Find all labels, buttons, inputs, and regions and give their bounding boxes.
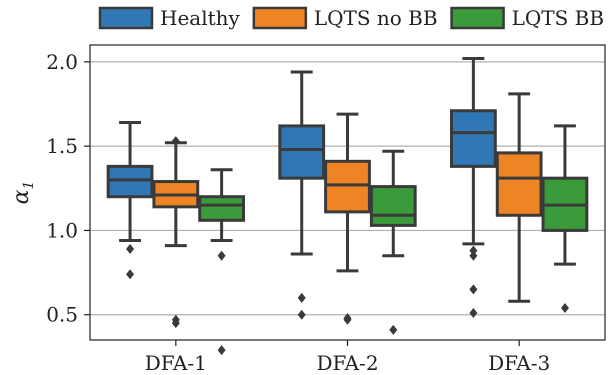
- outlier-point: [126, 243, 135, 254]
- box-lqts-bb-dfa-3: [541, 124, 589, 313]
- box-lqts-no-bb-dfa-2: [324, 112, 371, 325]
- y-tick-label: 1.5: [46, 134, 78, 158]
- outlier-point: [297, 292, 306, 303]
- x-tick-label: DFA-2: [316, 351, 378, 375]
- outlier-point: [469, 284, 478, 295]
- outlier-point: [389, 324, 398, 335]
- legend-label: LQTS BB: [512, 6, 604, 30]
- box-body: [106, 164, 154, 199]
- outlier-point: [560, 302, 569, 313]
- x-tick-label: DFA-3: [488, 351, 550, 375]
- box-lqts-no-bb-dfa-1: [152, 136, 200, 329]
- outlier-point: [171, 318, 180, 329]
- legend-label: LQTS no BB: [314, 6, 438, 30]
- box-healthy-dfa-1: [106, 121, 154, 280]
- outlier-point: [171, 136, 180, 147]
- box-lqts-bb-dfa-1: [198, 168, 246, 356]
- box-lqts-bb-dfa-2: [369, 149, 417, 335]
- box-body: [278, 124, 326, 180]
- outlier-point: [217, 250, 226, 261]
- y-axis-label-subscript: 1: [21, 181, 37, 190]
- box-body: [324, 159, 371, 214]
- outlier-point: [343, 314, 352, 325]
- outlier-point: [297, 309, 306, 320]
- legend-label: Healthy: [160, 6, 241, 30]
- y-axis-ticks: 0.5 1.0 1.5 2.0: [46, 50, 90, 327]
- legend-swatch: [450, 6, 505, 30]
- legend: Healthy LQTS no BB LQTS BB: [98, 6, 604, 30]
- box-body: [369, 185, 417, 227]
- box-lqts-no-bb-dfa-3: [495, 92, 543, 303]
- outlier-point: [126, 269, 135, 280]
- box-body: [495, 151, 543, 217]
- outlier-point: [469, 308, 478, 319]
- outlier-point: [469, 245, 478, 256]
- box-healthy-dfa-2: [278, 70, 326, 320]
- y-tick-label: 2.0: [46, 50, 78, 74]
- y-axis-label-base: α: [9, 189, 34, 204]
- x-tick-label: DFA-1: [145, 351, 207, 375]
- box-body: [450, 109, 497, 168]
- y-tick-label: 0.5: [46, 303, 78, 327]
- outlier-point: [469, 250, 478, 261]
- y-axis-label: α1: [9, 181, 37, 205]
- box-plots: [106, 56, 589, 356]
- y-tick-label: 1.0: [46, 218, 78, 242]
- legend-swatch: [252, 6, 308, 30]
- box-healthy-dfa-3: [450, 56, 497, 319]
- legend-swatch: [98, 6, 154, 30]
- x-axis-ticks: DFA-1 DFA-2 DFA-3: [145, 340, 550, 375]
- outlier-point: [217, 345, 226, 356]
- box-body: [198, 195, 246, 222]
